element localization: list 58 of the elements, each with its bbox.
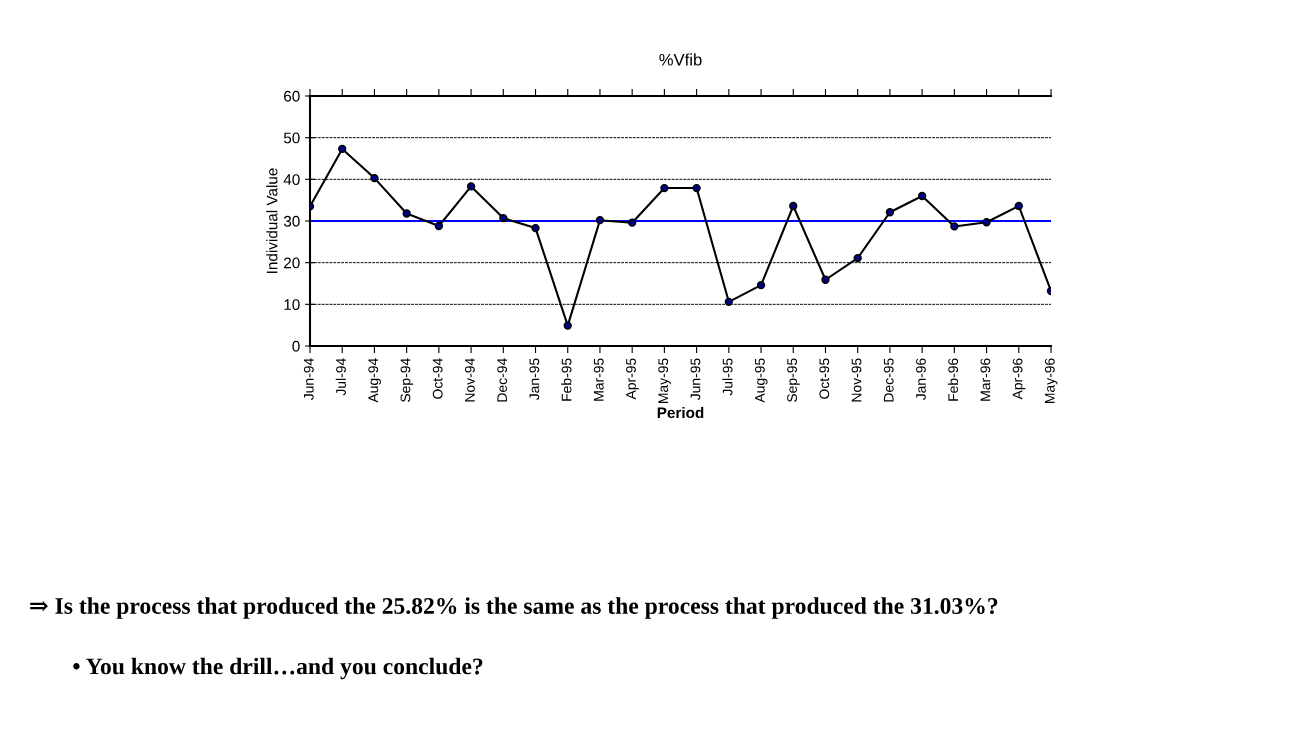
point <box>499 213 508 223</box>
x-tick-label: Aug-95 <box>754 358 768 403</box>
point <box>917 191 927 201</box>
point <box>628 218 637 227</box>
y-tick-label: 40 <box>283 174 300 186</box>
x-tick-label: Mar-96 <box>980 358 991 401</box>
point <box>660 183 669 193</box>
point <box>982 218 991 227</box>
point <box>1014 201 1023 211</box>
x-tick-label: Apr-95 <box>626 358 639 400</box>
x-tick-label: Apr-96 <box>1012 358 1026 400</box>
x-tick-label: May-95 <box>658 358 671 403</box>
point <box>595 215 605 225</box>
x-tick-label: Jun-95 <box>690 358 701 401</box>
text: • You know the drill…and you conclude? <box>73 657 483 680</box>
point <box>370 173 379 183</box>
point <box>402 209 411 218</box>
x-tick-label: Dec-95 <box>883 358 894 402</box>
point <box>789 201 798 211</box>
point <box>692 183 701 193</box>
y-axis-title: Individual Value <box>266 168 278 273</box>
point <box>466 182 476 191</box>
x-tick-label: Jan-96 <box>916 358 926 401</box>
point <box>434 221 444 231</box>
x-tick-label: May-96 <box>1044 358 1058 403</box>
x-tick-label: Sep-95 <box>787 358 800 402</box>
x-tick-label: Oct-94 <box>432 358 443 399</box>
y-tick-label: 50 <box>283 132 300 144</box>
x-tick-label: Nov-95 <box>851 358 862 402</box>
y-tick-label: 60 <box>284 90 300 102</box>
chart-title: %Vfib <box>659 53 702 66</box>
point <box>853 253 862 263</box>
point <box>821 275 830 284</box>
point <box>950 222 959 231</box>
x-tick-label: Oct-95 <box>819 358 830 399</box>
x-tick-label: Jul-95 <box>722 358 733 396</box>
x-axis-title: Period <box>657 406 704 419</box>
x-tick-label: Mar-95 <box>593 358 604 401</box>
x-tick-label: Feb-95 <box>561 358 572 401</box>
x-tick-label: Jan-95 <box>529 358 540 401</box>
point <box>531 223 540 233</box>
y-tick-label: 30 <box>283 215 300 227</box>
y-tick-label: 0 <box>292 340 300 352</box>
point <box>724 297 733 307</box>
x-tick-label: Sep-94 <box>400 358 414 402</box>
x-tick-label: Aug-94 <box>368 358 381 403</box>
point <box>338 144 347 154</box>
point <box>756 280 766 290</box>
text: ⇒ Is the process that produced the 25.82% is the same as the process that produced the 31.03%? <box>30 597 998 619</box>
point <box>885 208 895 217</box>
x-tick-label: Jul-94 <box>335 358 346 396</box>
y-tick-label: 20 <box>284 257 300 269</box>
x-tick-label: Dec-94 <box>497 358 508 402</box>
y-tick-label: 10 <box>284 299 300 311</box>
x-tick-label: Jun-94 <box>303 358 314 401</box>
x-tick-label: Nov-94 <box>464 358 475 402</box>
point <box>563 321 572 330</box>
x-tick-label: Feb-96 <box>947 358 959 401</box>
